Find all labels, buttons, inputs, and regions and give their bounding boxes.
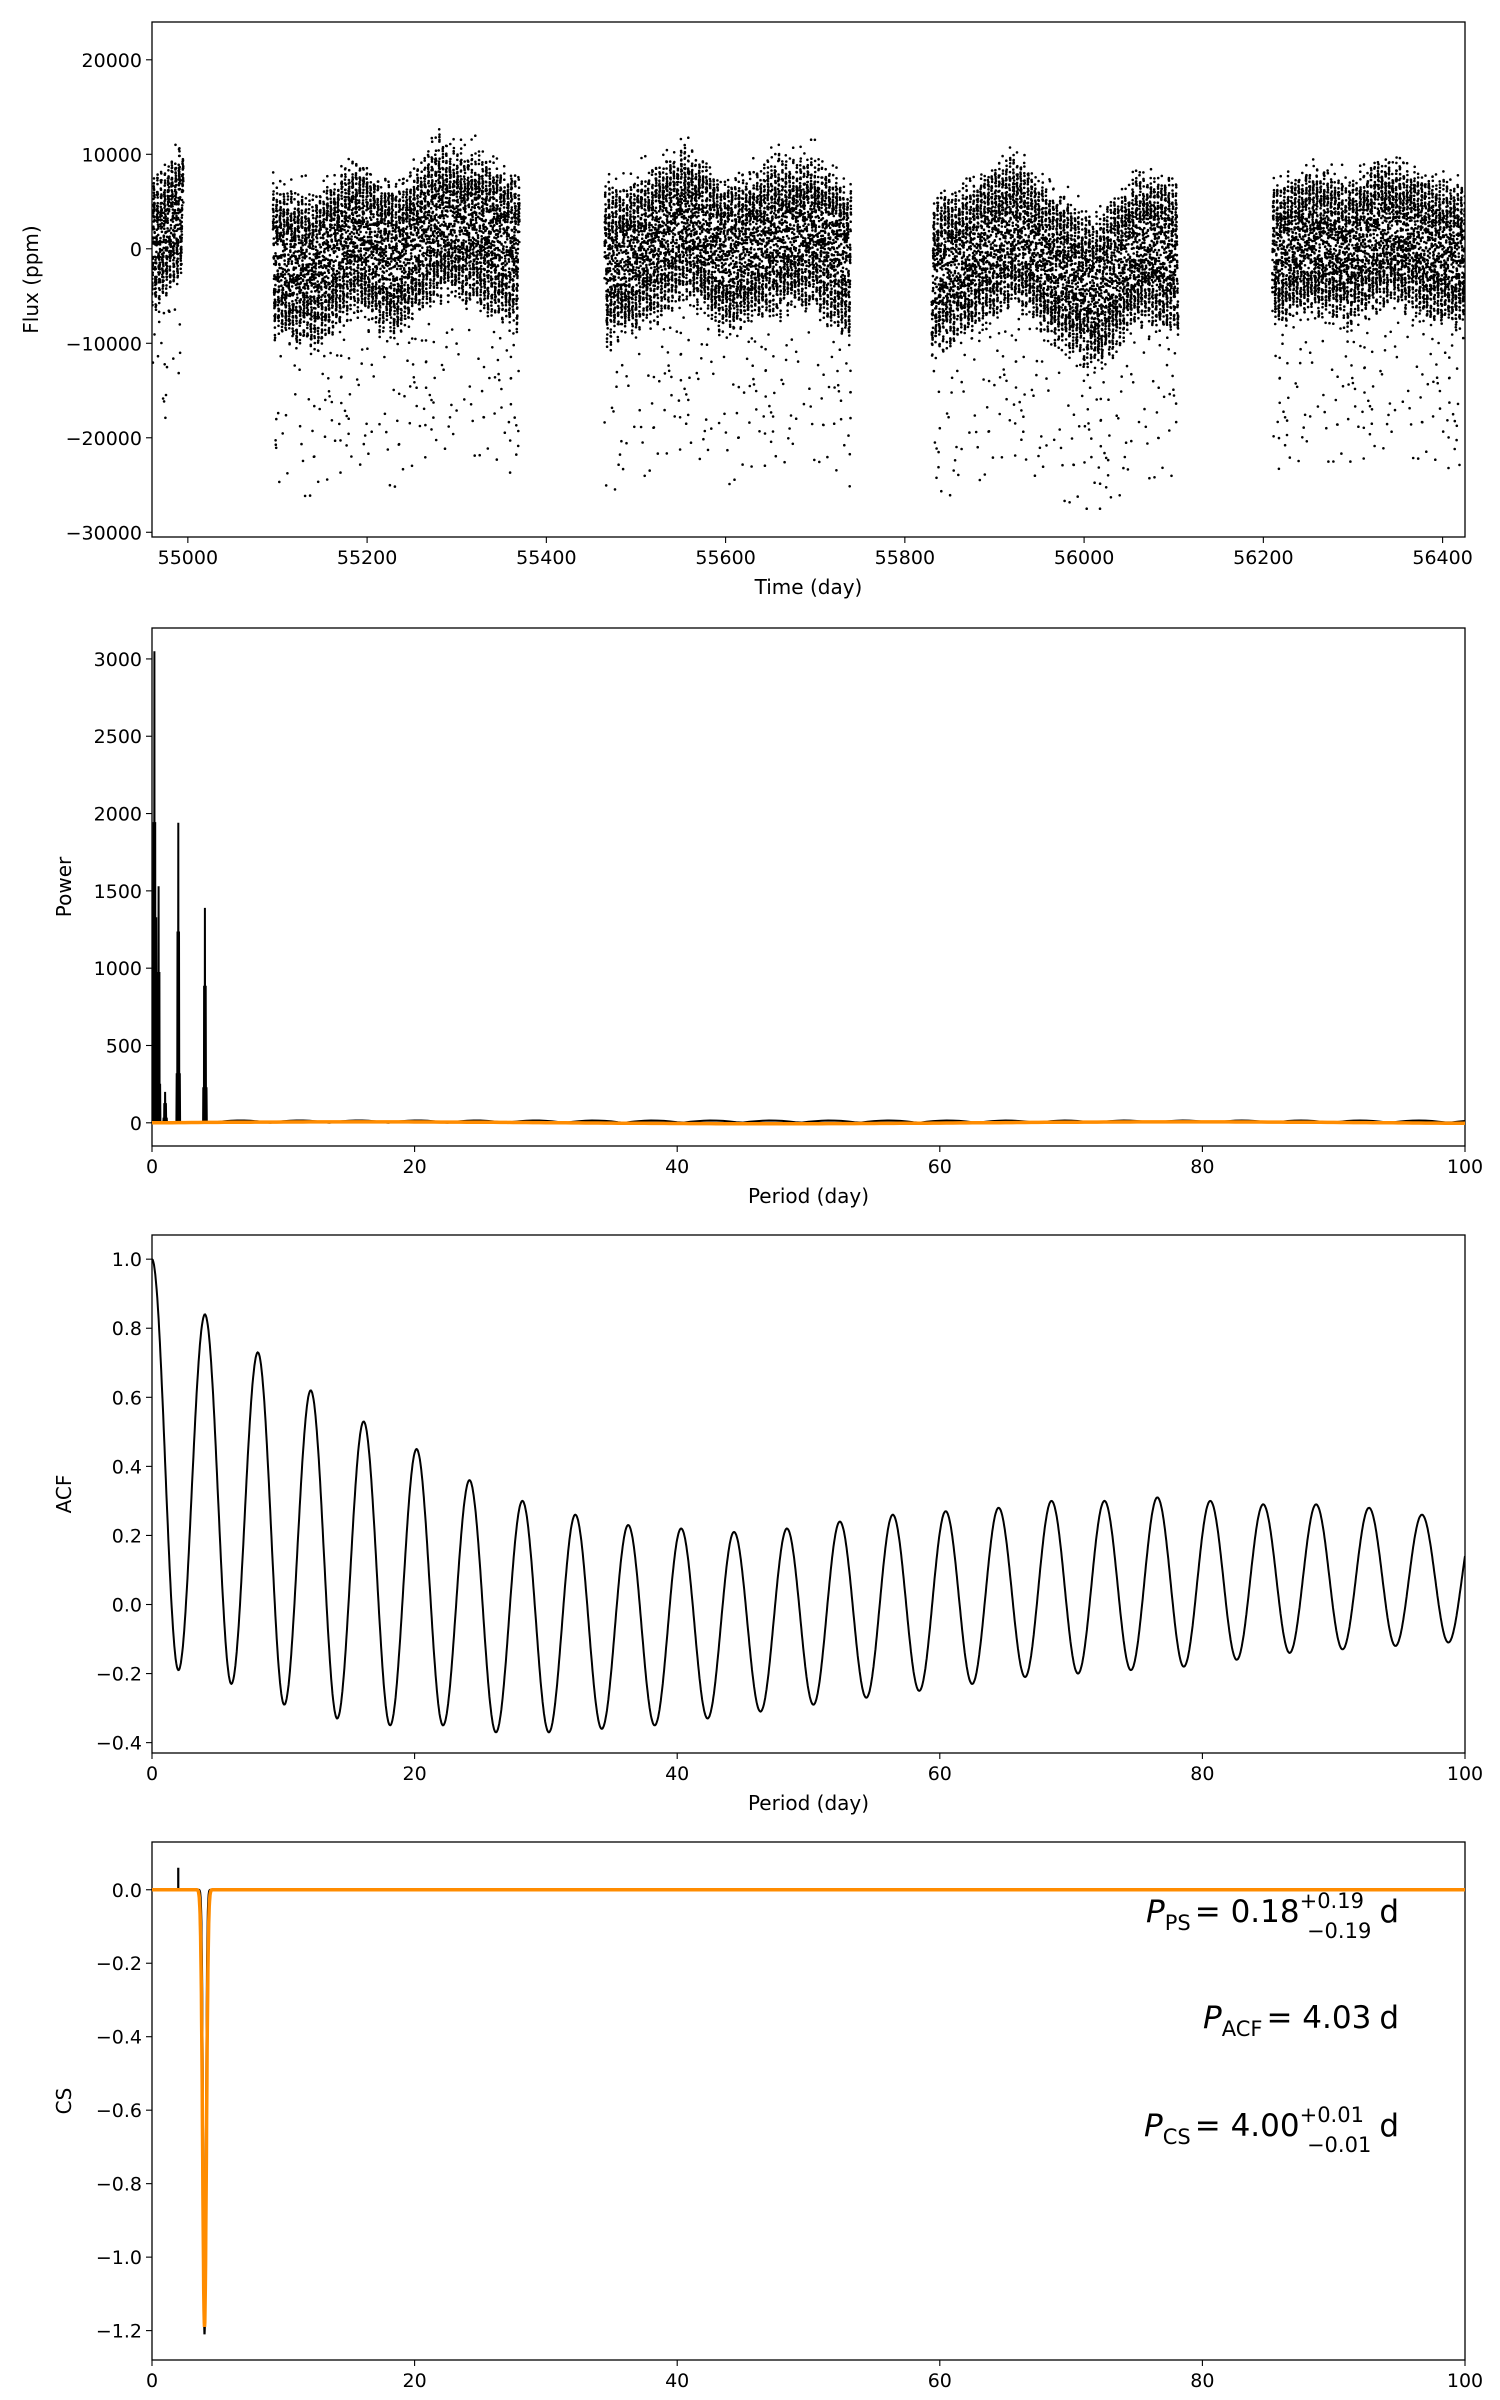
plot-frame [151,627,1466,1147]
y-tick-label: 0.4 [112,1456,142,1478]
x-tick-label: 56000 [1054,547,1114,569]
x-tick-label: 40 [665,1763,689,1785]
x-tick-label: 60 [928,1156,952,1178]
cs-smoothed-line [152,1888,1465,2328]
y-tick-label: −0.2 [96,1664,142,1686]
lightcurve-points [152,128,1465,510]
y-tick-label: 0.0 [112,1595,142,1617]
y-tick-label: −0.4 [96,2027,142,2049]
y-tick-label: 20000 [82,50,142,72]
y-tick-label: 0 [130,1113,142,1135]
power-spectrum-line [152,651,1465,1124]
panel-3-axes: 0 20 40 60 80 100 1.0 0.8 0.6 0.4 0.2 0.0 −0.2 −0.4 Pe… [52,1234,1483,1815]
x-tick-label: 20 [403,1763,427,1785]
y-axis-label: Power [52,856,76,917]
x-tick-label: 55600 [695,547,755,569]
x-tick-label: 80 [1190,1763,1214,1785]
smoothed-power-line [152,1120,1465,1126]
x-tick-label: 55200 [337,547,397,569]
y-tick-label: −20000 [66,428,142,450]
y-tick-label: 3000 [94,649,142,671]
x-tick-label: 80 [1190,1156,1214,1178]
y-tick-label: 0 [130,239,142,261]
y-tick-label: 2000 [94,804,142,826]
x-tick-label: 80 [1190,2370,1214,2392]
y-tick-label: −0.6 [96,2100,142,2122]
x-tick-label: 60 [928,1763,952,1785]
y-tick-label: 10000 [82,144,142,166]
flux-points [152,128,1465,510]
y-tick-label: −0.2 [96,1953,142,1975]
y-tick-label: 1000 [94,958,142,980]
x-axis-label: Period (day) [748,2398,869,2400]
annotation-cs: PCS = 4.00+0.01 −0.01d [1144,2103,1399,2157]
y-tick-label: 0.6 [112,1387,142,1409]
x-tick-label: 56400 [1412,547,1472,569]
annotation-acf: PACF = 4.03 d [1203,2000,1399,2041]
y-tick-label: 0.8 [112,1318,142,1340]
y-axis-label: Flux (ppm) [19,225,43,333]
y-tick-label: 1.0 [112,1249,142,1271]
cs-line [152,1867,1465,2335]
x-tick-label: 100 [1447,2370,1483,2392]
x-tick-label: 0 [146,2370,158,2392]
period-annotations: PPS = 0.18+0.19 −0.19d PACF = 4.03 d PCS = 4.00… [1144,1889,1399,2157]
panel-2-axes: 0 20 40 60 80 100050010001500200025003000Peri… [52,627,1483,1208]
periodogram-lines [152,651,1465,1126]
x-tick-label: 100 [1447,1763,1483,1785]
acf-line [152,1258,1465,1734]
x-tick-label: 20 [403,2370,427,2392]
x-tick-label: 55800 [875,547,935,569]
x-tick-label: 20 [403,1156,427,1178]
y-tick-label: −0.8 [96,2174,142,2196]
y-axis-label: ACF [52,1475,76,1514]
x-tick-label: 100 [1447,1156,1483,1178]
x-tick-label: 56200 [1233,547,1293,569]
x-tick-label: 55400 [516,547,576,569]
y-tick-label: 2500 [94,726,142,748]
panel-4-axes: 0 20 40 60 80 100 0.0 −0.2 −0.4 −0.6 −0.8 −1.0 −1.2 P… [52,1841,1483,2400]
x-axis-label: Period (day) [748,1184,869,1208]
x-tick-label: 0 [146,1763,158,1785]
x-axis-label: Time (day) [754,575,863,599]
cs-lines [152,1867,1465,2335]
x-axis-label: Period (day) [748,1791,869,1815]
y-tick-label: 500 [106,1035,142,1057]
annotation-ps: PPS = 0.18+0.19 −0.19d [1146,1889,1399,1943]
x-tick-label: 0 [146,1156,158,1178]
panel-1-axes: 55000 55200 55400 55600 55800 56000 56200 56400… [19,21,1473,599]
x-tick-label: 40 [665,2370,689,2392]
y-tick-label: −10000 [66,333,142,355]
x-tick-label: 60 [928,2370,952,2392]
x-tick-label: 55000 [158,547,218,569]
y-tick-label: 0.0 [112,1880,142,1902]
plot-frame [151,1841,1466,2361]
y-tick-label: −30000 [66,522,142,544]
y-tick-label: 0.2 [112,1525,142,1547]
y-tick-label: −1.2 [96,2321,142,2343]
y-tick-label: −0.4 [96,1733,142,1755]
y-tick-label: −1.0 [96,2247,142,2269]
x-tick-label: 40 [665,1156,689,1178]
plot-frame [151,1234,1466,1754]
acf-lines [152,1258,1465,1734]
y-axis-label: CS [52,2088,76,2115]
y-tick-label: 1500 [94,881,142,903]
